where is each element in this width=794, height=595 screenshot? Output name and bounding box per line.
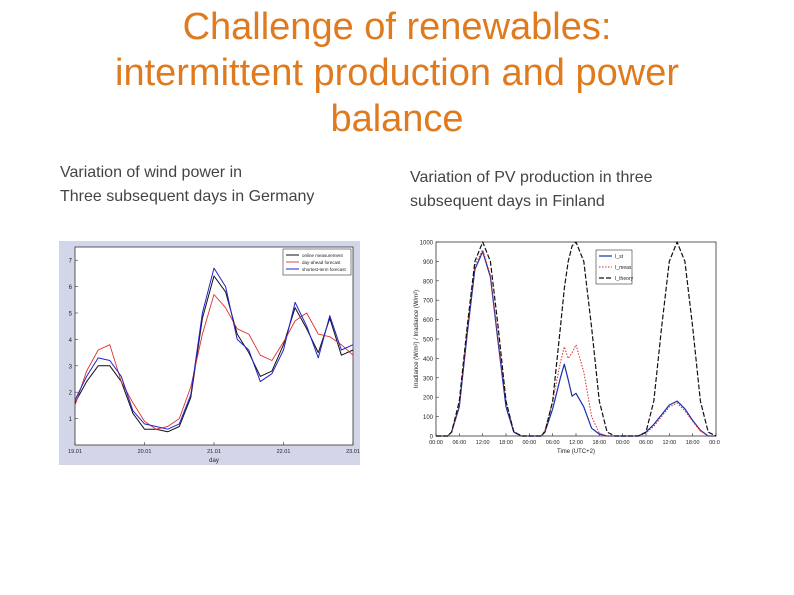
x-tick-label: 00:00 — [616, 440, 630, 446]
slide-title-line-2: intermittent production and power — [115, 52, 679, 94]
y-tick-label: 900 — [423, 260, 434, 266]
x-tick-label: 18:00 — [499, 440, 513, 446]
x-tick-label: 06:00 — [452, 440, 466, 446]
pv-caption-line-1: Variation of PV production in three — [410, 169, 653, 186]
pv-caption: Variation of PV production in three subs… — [410, 166, 653, 214]
x-tick-label: 19.01 — [68, 449, 82, 455]
y-tick-label: 4 — [69, 338, 73, 344]
y-tick-label: 800 — [423, 279, 434, 285]
y-tick-label: 7 — [69, 259, 73, 265]
y-tick-label: 1 — [69, 417, 73, 423]
x-tick-label: 12:00 — [476, 440, 490, 446]
x-tick-label: 23.01 — [346, 449, 360, 455]
wind-caption-line-1: Variation of wind power in — [60, 164, 243, 181]
y-tick-label: 600 — [423, 318, 434, 324]
legend-label: I_theory — [615, 276, 634, 282]
wind-caption-line-2: Three subsequent days in Germany — [60, 188, 315, 205]
x-tick-label: 12:00 — [569, 440, 583, 446]
x-tick-label: 21.01 — [207, 449, 221, 455]
y-tick-label: 700 — [423, 299, 434, 305]
x-tick-label: 00:00 — [709, 440, 720, 446]
wind-caption: Variation of wind power in Three subsequ… — [60, 161, 314, 209]
plot-area — [74, 246, 354, 446]
x-tick-label: 22.01 — [277, 449, 291, 455]
y-tick-label: 1000 — [420, 241, 434, 247]
x-tick-label: 18:00 — [686, 440, 700, 446]
x-tick-label: 00:00 — [522, 440, 536, 446]
plot-area — [435, 241, 717, 437]
x-axis-label: day — [209, 458, 219, 464]
legend-label: I_st — [615, 254, 624, 260]
y-tick-label: 3 — [69, 364, 73, 370]
y-axis-label: Irradiance (W/m²) / Irradiance (W/m²) — [414, 290, 420, 388]
y-tick-label: 200 — [423, 396, 434, 402]
x-axis-label: Time (UTC+2) — [557, 449, 595, 455]
slide-title-line-3: balance — [330, 98, 464, 140]
pv-production-chart: 0 100 200 300 400 500 600 700 800 900 1000 00:00 06:… — [414, 241, 720, 456]
x-tick-label: 20.01 — [138, 449, 152, 455]
y-tick-label: 500 — [423, 338, 434, 344]
slide-title-line-1: Challenge of renewables: — [182, 6, 612, 48]
legend-label: online measurement — [302, 253, 344, 258]
series-line-i-st — [436, 251, 716, 437]
series-line-i-theory — [436, 241, 717, 437]
legend-label: I_meas — [615, 265, 632, 271]
x-tick-label: 06:00 — [639, 440, 653, 446]
series-line-day-ahead-forecast — [74, 294, 354, 430]
series-line-shortest-term-forecast — [74, 267, 354, 430]
y-tick-label: 300 — [423, 376, 434, 382]
wind-power-chart: 123456719.0120.0121.0122.0123.01daypower… — [59, 241, 360, 465]
x-tick-label: 06:00 — [546, 440, 560, 446]
x-tick-label: 12:00 — [662, 440, 676, 446]
y-tick-label: 0 — [430, 435, 434, 441]
y-tick-label: 2 — [69, 391, 73, 397]
y-tick-label: 400 — [423, 357, 434, 363]
pv-caption-line-2: subsequent days in Finland — [410, 193, 605, 210]
x-tick-label: 00:00 — [429, 440, 443, 446]
x-tick-label: 18:00 — [592, 440, 606, 446]
series-line-i-meas — [436, 249, 716, 437]
legend-label: shortest-term forecast — [302, 267, 347, 272]
y-tick-label: 5 — [69, 312, 73, 318]
y-tick-label: 6 — [69, 285, 73, 291]
slide-title: Challenge of renewables: intermittent pr… — [40, 4, 754, 142]
legend-label: day-ahead forecast — [302, 260, 341, 265]
y-tick-label: 100 — [423, 415, 434, 421]
